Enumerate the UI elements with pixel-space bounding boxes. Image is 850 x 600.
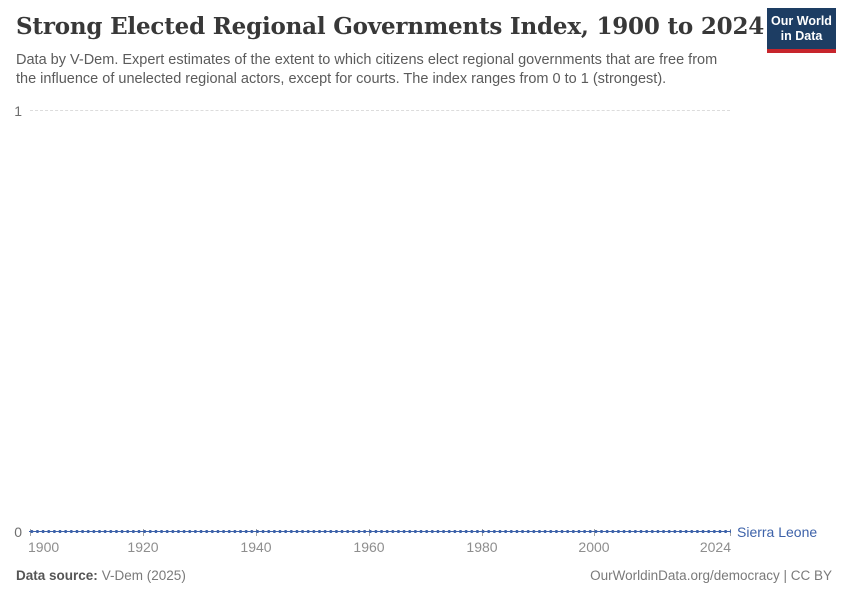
footer-license-text: OurWorldinData.org/democracy | CC BY [590, 568, 832, 583]
x-axis-label-1900: 1900 [28, 539, 60, 555]
series-line-sierra-leone [29, 528, 731, 535]
gridline-y1 [30, 110, 730, 111]
y-axis-tick-label-1: 1 [14, 103, 22, 119]
x-axis-label-2024: 2024 [699, 539, 731, 555]
x-axis-label-1940: 1940 [240, 539, 272, 555]
x-axis-label-1980: 1980 [466, 539, 498, 555]
data-source-value: V-Dem (2025) [101, 568, 186, 583]
footer-data-source: Data source: V-Dem (2025) [16, 568, 186, 583]
chart-subtitle: Data by V-Dem. Expert estimates of the e… [16, 51, 764, 88]
series-label-sierra-leone: Sierra Leone [737, 524, 818, 540]
x-axis-label-1960: 1960 [353, 539, 385, 555]
x-axis-label-1920: 1920 [127, 539, 159, 555]
chart-subtitle-line1: Data by V-Dem. Expert estimates of the e… [16, 52, 718, 68]
owid-logo: Our World in Data [767, 8, 836, 53]
chart-subtitle-line2: the influence of unelected regional acto… [16, 70, 667, 87]
x-axis-label-2000: 2000 [578, 539, 610, 555]
page-title: Strong Elected Regional Governments Inde… [16, 13, 765, 40]
y-axis-tick-label-0: 0 [14, 524, 22, 540]
data-source-label: Data source: [16, 568, 98, 583]
owid-logo-line2: in Data [780, 28, 823, 43]
owid-logo-line1: Our World [771, 14, 832, 28]
